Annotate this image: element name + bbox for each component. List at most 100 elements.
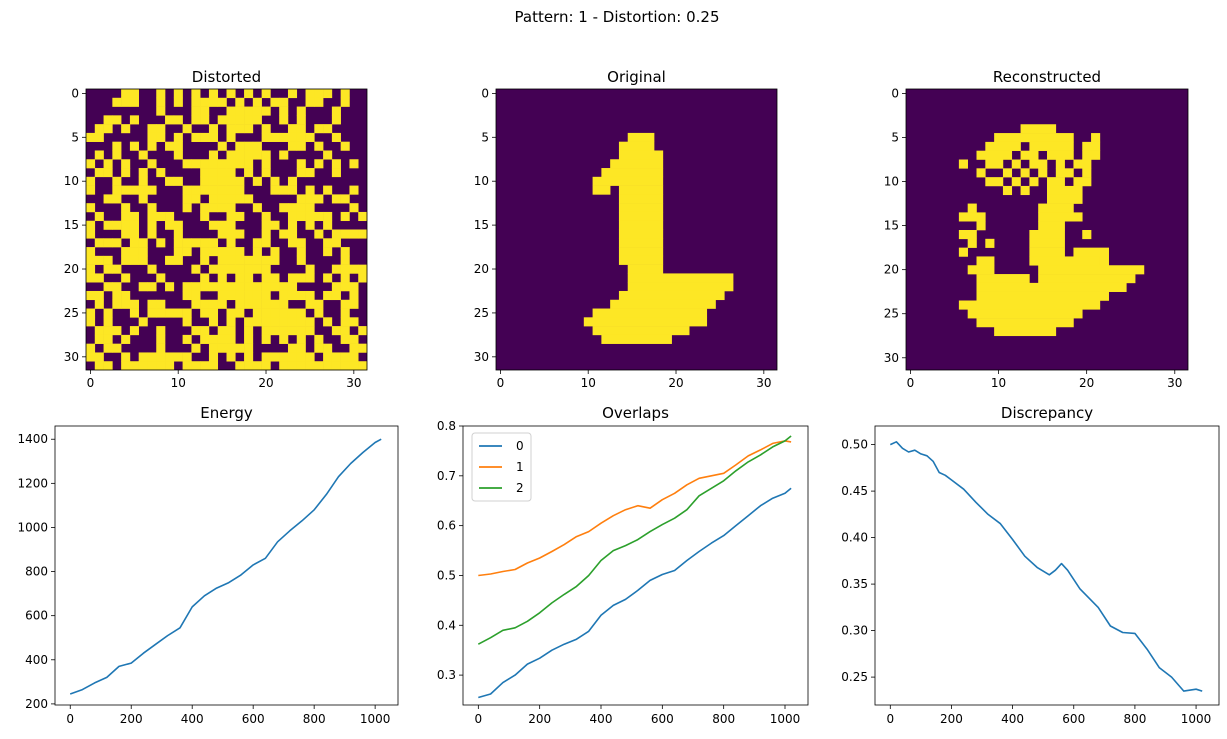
heatmap-cell [279,106,289,116]
heatmap-cell [226,264,236,274]
heatmap-cell [994,133,1074,143]
heatmap-cell [226,317,236,327]
heatmap-cell [296,159,306,169]
heatmap-cell [226,89,236,99]
heatmap-cell [627,273,734,283]
heatmap-cell [252,361,262,371]
heatmap-cell [103,308,113,318]
panel-title: Energy [200,404,253,422]
heatmap-cell [279,150,289,160]
heatmap-cell [1020,124,1057,134]
heatmap-cell [217,185,227,195]
heatmap-cell [112,176,122,186]
heatmap-cell [244,352,254,362]
heatmap-cell [191,194,201,204]
heatmap-cell [112,282,122,292]
heatmap-cell [94,255,104,265]
heatmap-cell [305,185,315,195]
heatmap-cell [994,326,1057,337]
heatmap-cell [112,97,122,107]
heatmap-cell [138,185,148,195]
heatmap-cell [103,334,113,344]
x-tick-label: 0 [475,712,483,726]
heatmap-cell [252,299,262,309]
heatmap-cell [279,290,289,301]
heatmap-cell [226,150,236,160]
heatmap-cell [226,282,236,292]
heatmap-cell [296,343,306,353]
heatmap-cell [112,185,122,195]
heatmap-cell [296,106,306,116]
heatmap-cell [618,290,725,301]
heatmap-cell [200,203,210,213]
heatmap-cell [340,352,350,362]
heatmap-cell [1047,177,1065,187]
heatmap-cell [331,194,341,204]
heatmap-cell [1029,141,1074,151]
heatmap-cell [129,211,139,222]
heatmap-cell [86,308,96,318]
heatmap-cell [103,361,113,371]
heatmap-cell [976,291,1109,301]
heatmap-cell [287,361,298,371]
heatmap-cell [261,317,271,327]
y-tick-label: 10 [474,174,489,188]
y-tick-label: 20 [64,262,79,276]
heatmap-cell [217,203,227,213]
heatmap-cell [323,211,333,222]
heatmap-cell [358,343,368,353]
heatmap-cell [200,97,210,107]
heatmap-cell [138,352,148,362]
heatmap-cell [287,308,298,318]
heatmap-cell [226,168,236,178]
heatmap-cell [94,150,104,160]
heatmap-cell [226,343,236,353]
heatmap-cell [314,229,324,239]
heatmap-cell [296,141,306,151]
heatmap-cell [86,290,96,301]
x-tick-label: 30 [346,376,361,390]
heatmap-cell [314,194,324,204]
heatmap-cell [252,115,262,125]
heatmap-cell [252,308,262,318]
heatmap-cell [358,264,368,274]
x-tick-label: 20 [668,376,683,390]
heatmap-cell [191,238,201,248]
heatmap-cell [340,97,350,107]
heatmap-cell [296,361,306,371]
heatmap-cell [200,238,210,248]
heatmap-cell [314,97,324,107]
heatmap-cell [349,264,359,274]
heatmap-cell [112,150,122,160]
heatmap-cell [340,299,350,309]
heatmap-cell [147,220,157,230]
heatmap-cell [121,273,131,283]
heatmap-cell [349,185,359,195]
x-tick-label: 800 [1123,712,1146,726]
heatmap-cell [976,318,1074,328]
heatmap-cell [1091,133,1101,143]
heatmap-cell [331,168,341,178]
heatmap-cell [1011,177,1021,187]
heatmap-cell [182,334,192,344]
heatmap-cell [305,220,315,230]
heatmap-cell [296,247,306,257]
heatmap-cell [226,124,236,134]
heatmap-cell [305,361,315,371]
heatmap-cell [208,124,219,134]
heatmap-cell [86,159,96,169]
heatmap-cell [208,203,219,213]
heatmap-cell [252,97,262,107]
heatmap-cell [86,247,96,257]
heatmap-cell [86,273,96,283]
heatmap-cell [1082,150,1101,160]
heatmap-cell [112,326,122,336]
heatmap-cell [226,185,236,195]
heatmap-cell [314,159,324,169]
heatmap-cell [129,361,139,371]
y-tick-label: 1200 [17,476,48,490]
heatmap-cell [305,317,315,327]
heatmap-cell [235,255,245,265]
heatmap-cell [1055,168,1074,178]
heatmap-cell [191,132,201,142]
